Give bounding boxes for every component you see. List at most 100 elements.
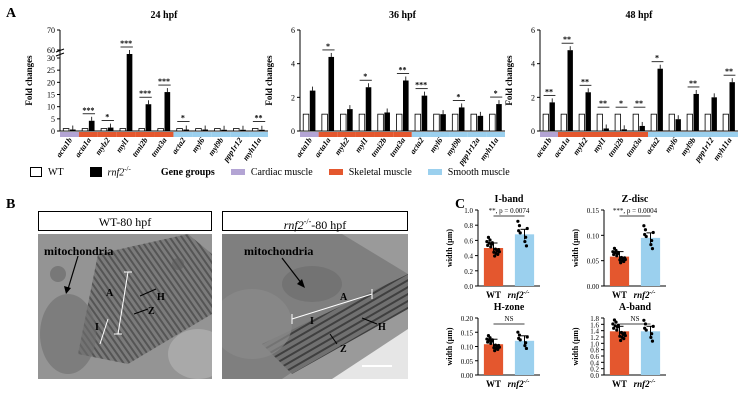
category-label: tnni2b xyxy=(369,136,389,159)
y-tick-label: 1.0 xyxy=(464,207,473,215)
bar-rnf2 xyxy=(567,50,573,132)
sig-label: * xyxy=(181,114,185,123)
category-label: acta1b xyxy=(534,136,554,159)
gene-group-bar xyxy=(648,132,666,137)
em-rnf2-mito-label: mitochondria xyxy=(244,244,314,258)
bar-rnf2 xyxy=(477,115,484,131)
em-title-wt: WT-80 hpf xyxy=(38,211,212,231)
bar-rnf2 xyxy=(711,97,717,131)
category-label: myl9b xyxy=(444,136,463,158)
em-rnf2-label-i: I xyxy=(310,316,314,327)
legend-rnf2-swatch xyxy=(89,167,102,177)
bar-rnf2 xyxy=(328,56,335,131)
bar-rnf2 xyxy=(640,331,661,375)
sig-label: ** xyxy=(689,79,697,88)
data-point xyxy=(650,339,655,343)
bar-wt xyxy=(650,113,657,132)
data-point xyxy=(490,241,494,245)
bar-rnf2 xyxy=(496,104,502,131)
category-label: tnnt3a xyxy=(388,136,408,159)
category-label: myh11a xyxy=(711,136,733,162)
axis-break xyxy=(55,52,65,57)
y-tick-label: 70 xyxy=(47,26,55,35)
y-tick-label: 2 xyxy=(291,93,295,102)
measurement-chart-a-band: A-band width (μm) 0.00.20.40.60.81.01.21.4… xyxy=(571,302,666,389)
bar-wt xyxy=(686,113,693,132)
legend-gene-groups: Gene groups xyxy=(160,166,215,178)
y-tick-label: 0.2 xyxy=(590,366,599,374)
bar-wt xyxy=(489,113,496,132)
bar-rnf2 xyxy=(514,340,535,375)
bar-wt xyxy=(396,113,403,132)
data-point xyxy=(616,250,620,255)
bar-rnf2 xyxy=(309,90,316,131)
category-label: myl1 xyxy=(353,136,370,154)
data-point xyxy=(616,323,620,327)
bar-rnf2 xyxy=(729,82,735,131)
sig-annotation: NS xyxy=(505,315,514,323)
bar-wt xyxy=(470,113,477,132)
bar-wt xyxy=(377,113,384,132)
category-label: mylz2 xyxy=(333,136,351,157)
sig-label: *** xyxy=(120,39,132,48)
gene-group-bar xyxy=(60,132,79,137)
sig-label: * xyxy=(363,72,367,81)
category-label: myh11a xyxy=(241,136,263,162)
y-tick-label: 5 xyxy=(51,115,55,124)
gene-group-bar xyxy=(355,132,375,137)
category-label: WT xyxy=(486,290,501,300)
bar-wt xyxy=(62,128,70,132)
category-label: acta2 xyxy=(644,136,662,156)
y-tick-label: 0.4 xyxy=(464,253,473,261)
bar-rnf2 xyxy=(365,87,372,131)
gene-group-bar xyxy=(300,132,319,137)
gene-group-bar xyxy=(702,132,720,137)
data-point xyxy=(518,338,522,342)
y-axis-label: width (μm) xyxy=(445,229,454,267)
gene-group-bar xyxy=(612,132,630,137)
bar-rnf2 xyxy=(403,80,409,131)
data-point xyxy=(488,336,492,340)
data-point xyxy=(619,338,623,343)
axis-break xyxy=(55,48,65,53)
y-tick-label: 1.8 xyxy=(590,315,599,323)
category-label: rnf2-/- xyxy=(634,379,656,389)
y-axis-label: width (μm) xyxy=(571,327,580,365)
bar-rnf2 xyxy=(347,109,353,131)
bar-rnf2 xyxy=(164,92,171,131)
bar-wt xyxy=(614,113,621,132)
y-tick-label: 2 xyxy=(531,93,535,102)
bar-wt xyxy=(214,128,221,132)
category-label: rnf2-/- xyxy=(508,290,530,300)
bar-wt xyxy=(195,128,202,132)
data-point xyxy=(496,252,500,256)
gene-group-bar xyxy=(630,132,648,137)
data-point xyxy=(518,231,522,235)
gene-group-bar xyxy=(318,132,338,137)
bar-rnf2 xyxy=(693,93,699,131)
data-point xyxy=(614,320,618,324)
sig-label: ** xyxy=(545,87,553,96)
bar-wt xyxy=(483,248,504,286)
category-label: tnnt3a xyxy=(149,136,169,159)
y-tick-label: 0 xyxy=(531,127,535,136)
bar-rnf2 xyxy=(514,234,535,286)
legend-wt-label: WT xyxy=(48,166,64,178)
data-point xyxy=(644,234,648,239)
bar-wt xyxy=(233,128,240,132)
y-tick-label: 25 xyxy=(47,66,55,75)
bar-wt xyxy=(451,113,459,132)
data-point xyxy=(615,328,619,332)
bar-rnf2 xyxy=(639,125,645,131)
y-tick-label: 0.0 xyxy=(590,372,599,380)
gene-group-bar xyxy=(411,132,431,137)
y-tick-label: 0.8 xyxy=(464,222,473,230)
em-image-rnf2: mitochondria A I H Z xyxy=(222,234,408,379)
data-point xyxy=(614,248,618,253)
gene-group-bar xyxy=(154,132,174,137)
legend-wt-swatch xyxy=(30,167,42,177)
chart-title: 24 hpf xyxy=(151,10,179,21)
panel-letter-b: B xyxy=(6,197,16,212)
legend-cardiac-label: Cardiac muscle xyxy=(250,166,313,178)
